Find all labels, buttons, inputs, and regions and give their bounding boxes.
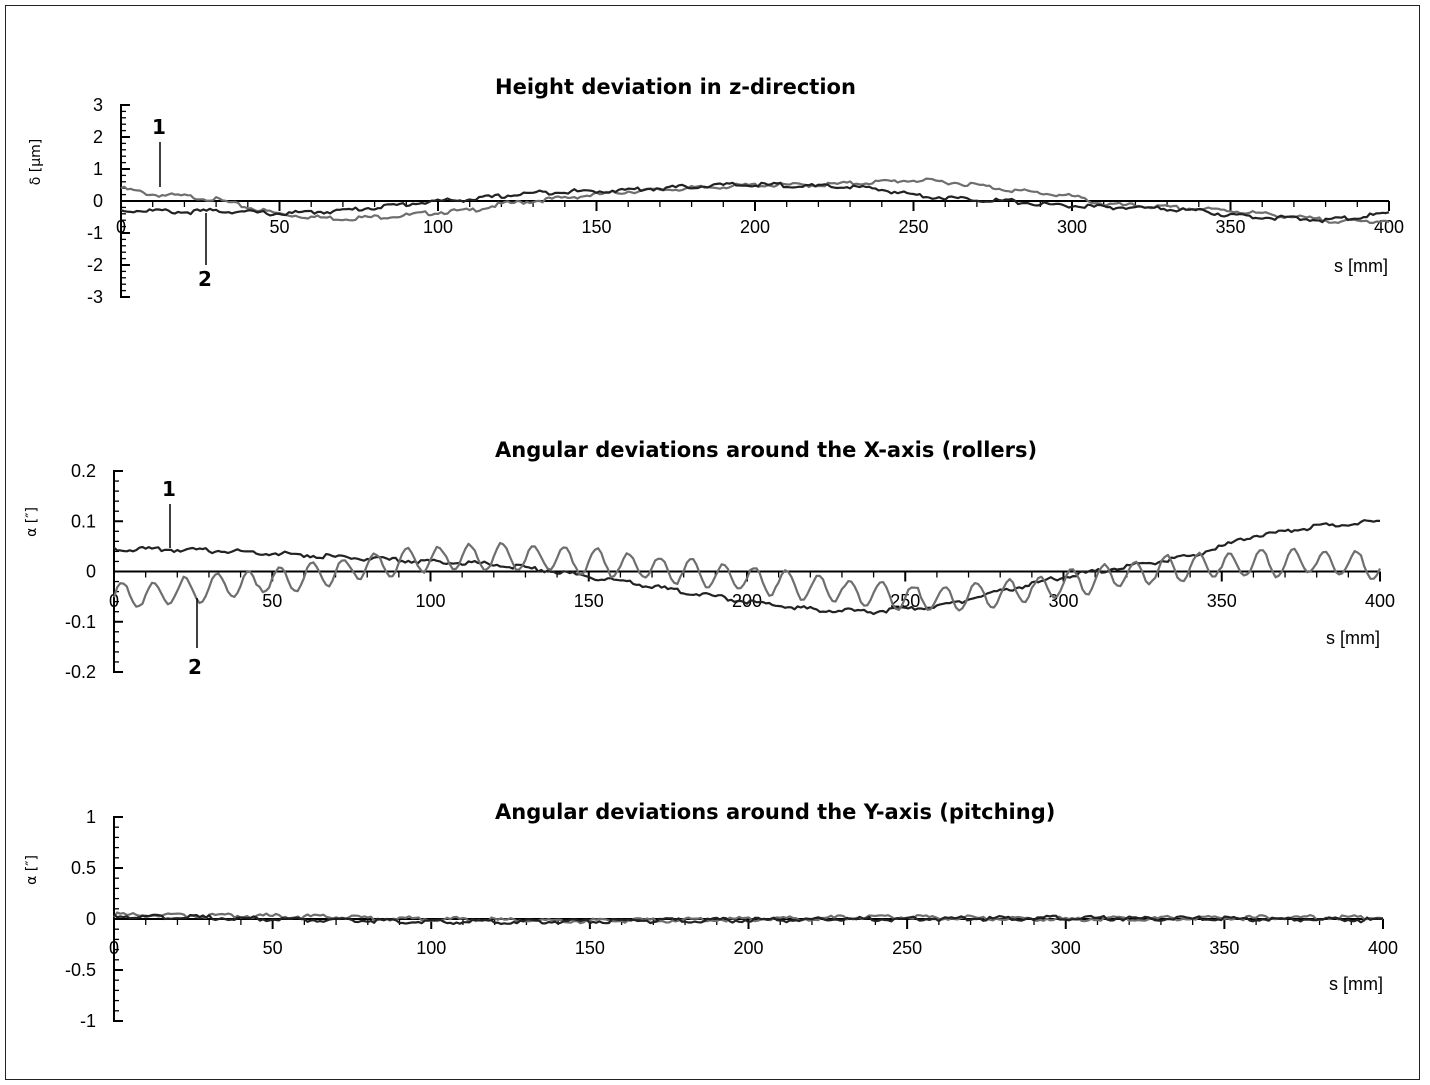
y-tick-label: -0.2 bbox=[65, 662, 96, 682]
x-tick-label: 250 bbox=[898, 217, 928, 237]
curve-label: 2 bbox=[198, 267, 212, 291]
x-tick-label: 150 bbox=[581, 217, 611, 237]
y-tick-label: 0 bbox=[93, 191, 103, 211]
y-tick-label: -0.5 bbox=[65, 960, 96, 980]
y-tick-label: -0.1 bbox=[65, 612, 96, 632]
y-tick-label: -2 bbox=[87, 255, 103, 275]
y-tick-label: -3 bbox=[87, 287, 103, 307]
y-tick-label: 1 bbox=[86, 807, 96, 827]
x-tick-label: 100 bbox=[423, 217, 453, 237]
chart-title: Angular deviations around the Y-axis (pi… bbox=[495, 800, 1055, 824]
y-tick-label: 0.1 bbox=[71, 511, 96, 531]
x-tick-label: 50 bbox=[263, 938, 283, 958]
curve-label: 1 bbox=[162, 477, 176, 501]
series-line-2 bbox=[113, 913, 1384, 926]
series-line-2 bbox=[120, 181, 1390, 224]
x-tick-label: 300 bbox=[1048, 591, 1078, 611]
y-tick-label: 0 bbox=[86, 562, 96, 582]
x-axis-title: s [mm] bbox=[1334, 256, 1388, 276]
y-axis-title: α [″] bbox=[24, 855, 40, 885]
x-tick-label: 150 bbox=[575, 938, 605, 958]
x-tick-label: 400 bbox=[1368, 938, 1398, 958]
x-tick-label: 150 bbox=[574, 591, 604, 611]
x-axis-title: s [mm] bbox=[1326, 628, 1380, 648]
x-tick-label: 250 bbox=[892, 938, 922, 958]
x-tick-label: 350 bbox=[1209, 938, 1239, 958]
y-tick-label: 0.2 bbox=[71, 461, 96, 481]
x-tick-label: 350 bbox=[1207, 591, 1237, 611]
x-tick-label: 250 bbox=[890, 591, 920, 611]
x-tick-label: 200 bbox=[740, 217, 770, 237]
y-tick-label: 0.5 bbox=[71, 858, 96, 878]
series-line-1 bbox=[120, 177, 1390, 224]
y-axis-title: δ [µm] bbox=[28, 139, 44, 185]
x-tick-label: 400 bbox=[1365, 591, 1395, 611]
x-tick-label: 400 bbox=[1374, 217, 1404, 237]
x-tick-label: 0 bbox=[109, 591, 119, 611]
curve-label: 2 bbox=[188, 655, 202, 679]
x-tick-label: 100 bbox=[415, 591, 445, 611]
y-tick-label: 2 bbox=[93, 127, 103, 147]
x-tick-label: 100 bbox=[416, 938, 446, 958]
chart-title: Height deviation in z-direction bbox=[495, 75, 856, 99]
x-tick-label: 200 bbox=[732, 591, 762, 611]
y-tick-label: -1 bbox=[87, 223, 103, 243]
series-line-1 bbox=[113, 911, 1384, 925]
y-tick-label: -1 bbox=[80, 1011, 96, 1031]
x-tick-label: 350 bbox=[1215, 217, 1245, 237]
y-tick-label: 0 bbox=[86, 909, 96, 929]
x-tick-label: 300 bbox=[1057, 217, 1087, 237]
chart-title: Angular deviations around the X-axis (ro… bbox=[495, 438, 1037, 462]
series-line-2 bbox=[112, 541, 1381, 612]
x-tick-label: 50 bbox=[262, 591, 282, 611]
x-tick-label: 50 bbox=[269, 217, 289, 237]
series-line-1 bbox=[113, 519, 1381, 616]
y-tick-label: 3 bbox=[93, 95, 103, 115]
curve-label: 1 bbox=[152, 115, 166, 139]
y-tick-label: 1 bbox=[93, 159, 103, 179]
x-tick-label: 0 bbox=[109, 938, 119, 958]
x-tick-label: 200 bbox=[733, 938, 763, 958]
x-tick-label: 0 bbox=[116, 217, 126, 237]
x-axis-title: s [mm] bbox=[1329, 974, 1383, 994]
y-axis-title: α [″] bbox=[24, 507, 40, 537]
x-tick-label: 300 bbox=[1051, 938, 1081, 958]
